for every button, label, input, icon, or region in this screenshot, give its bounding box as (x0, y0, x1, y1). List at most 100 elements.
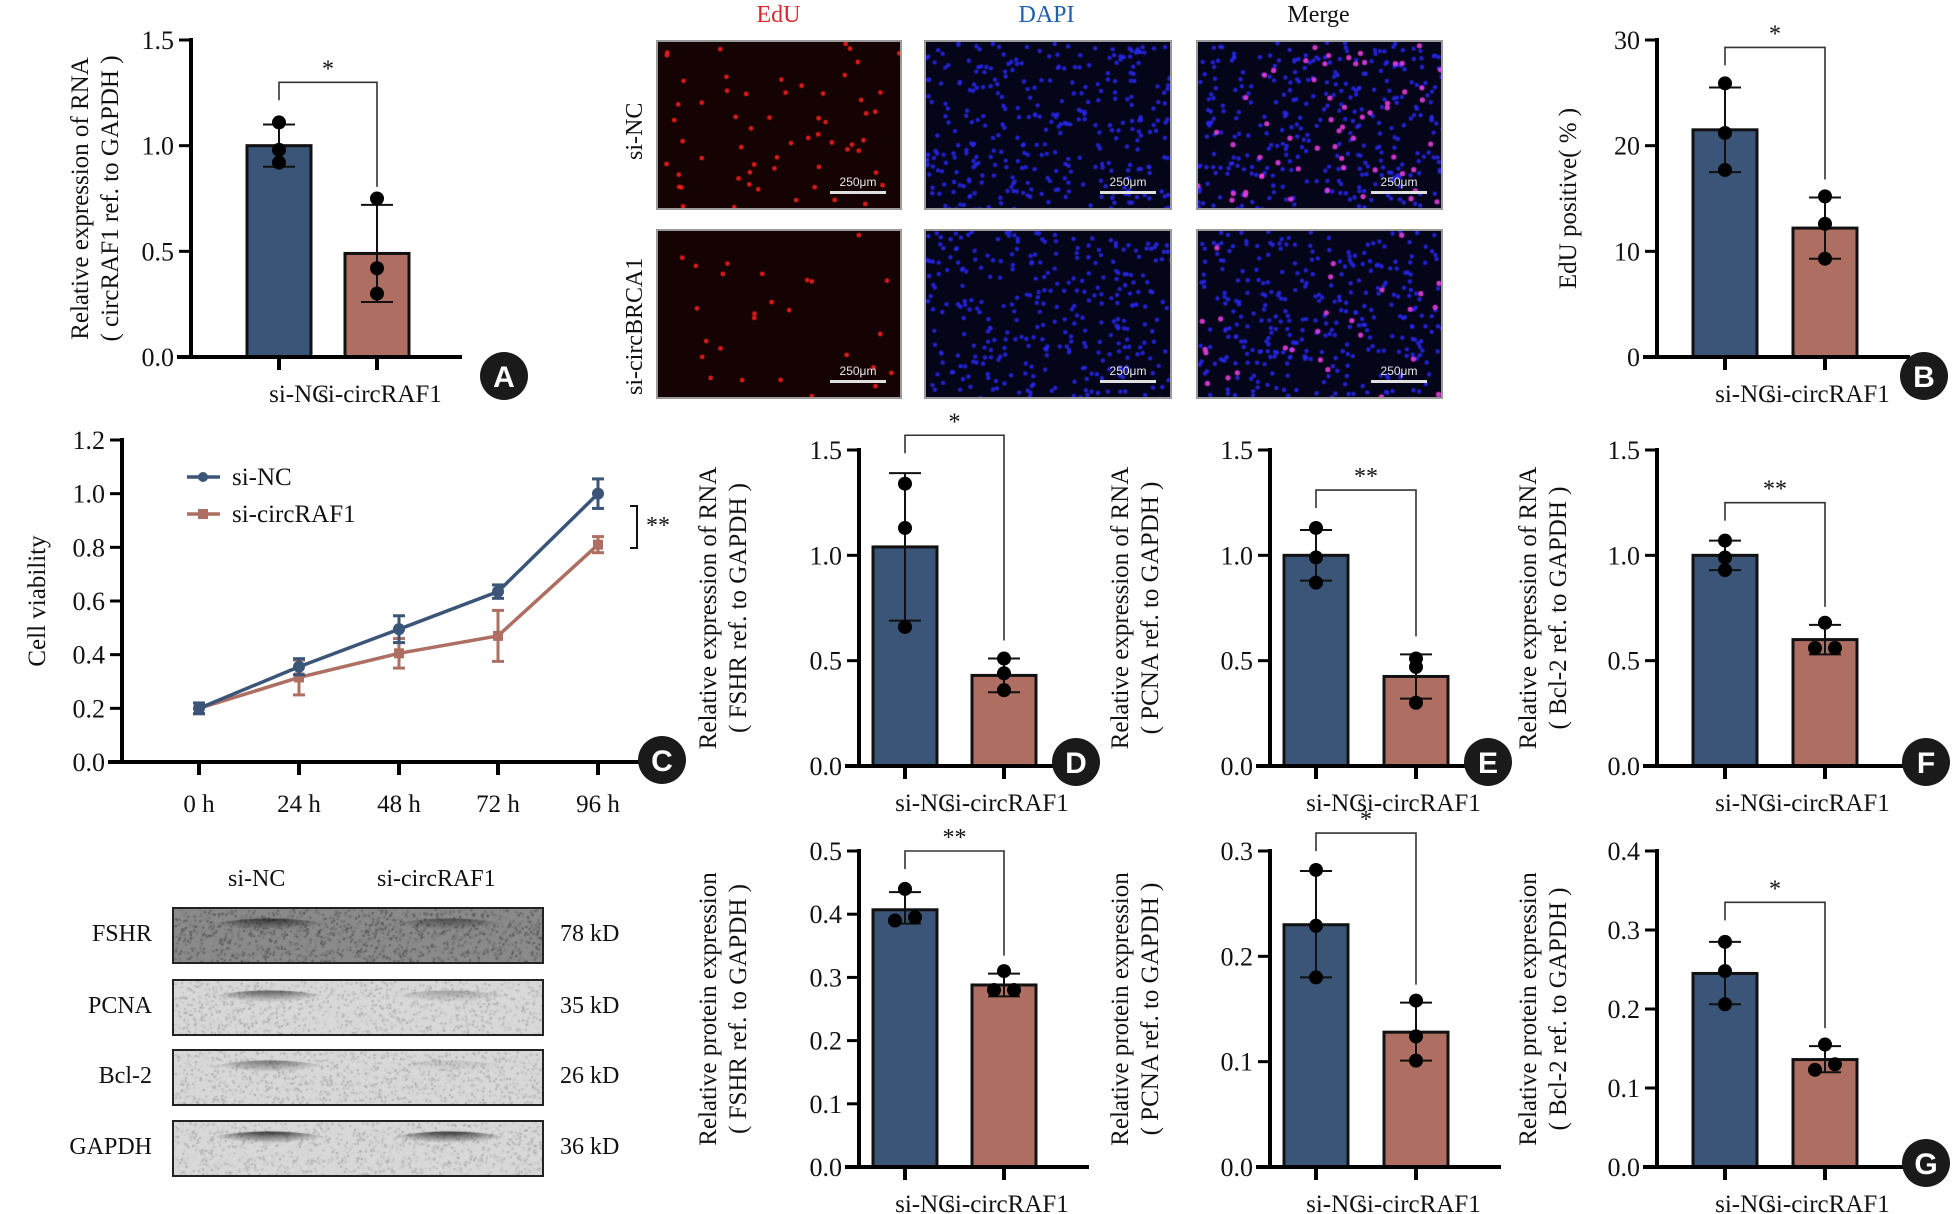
x-tick-label: si-NC (895, 1191, 955, 1214)
data-point (1818, 189, 1832, 204)
column-title-dapi: DAPI (1018, 2, 1075, 28)
y-tick-label: 0.1 (1608, 1074, 1641, 1103)
row-label-si-circbrca1: si-circBRCA1 (622, 257, 648, 395)
y-tick-label: 1.5 (1608, 436, 1641, 465)
panel-label-f: F (1902, 738, 1950, 786)
y-tick-label: 0.4 (810, 900, 843, 929)
micrograph-dapi-si-circbrca1: 250μm (924, 229, 1172, 399)
y-axis-label: ( FSHR ref. to GAPDH ) (725, 884, 752, 1134)
wb-lane-label-si-nc: si-NC (228, 866, 286, 892)
y-axis-label: Relative protein expression (1515, 872, 1542, 1146)
data-point (908, 910, 922, 925)
data-point (898, 619, 912, 634)
data-point (294, 672, 304, 683)
data-point (370, 261, 384, 276)
wb-size-label: 78 kD (560, 921, 620, 947)
wb-blot-pcna (172, 979, 544, 1036)
bar-si-circraf1 (1791, 1058, 1859, 1169)
y-tick-label: 0.5 (142, 237, 175, 266)
y-tick-label: 1.5 (1221, 436, 1254, 465)
panel-label-badge (480, 352, 528, 400)
data-point (1818, 1037, 1832, 1052)
data-point (293, 660, 305, 673)
data-point (1409, 1029, 1423, 1044)
y-tick-label: 1.0 (810, 541, 843, 570)
panel-label-text: E (1478, 747, 1498, 780)
y-axis-label: ( circRAF1 ref. to GAPDH ) (97, 55, 124, 341)
y-axis-label: ( Bcl-2 ref. to GAPDH ) (1545, 887, 1572, 1130)
panel-label-text: C (651, 745, 673, 778)
x-tick-label: si-circRAF1 (1766, 1191, 1890, 1214)
significance-label: * (1769, 21, 1781, 47)
data-point (1828, 641, 1842, 656)
legend: si-NC si-circRAF1 (187, 464, 356, 528)
panel-label-d: D (1052, 738, 1100, 786)
data-point (997, 964, 1011, 979)
y-axis-label: ( Bcl-2 ref. to GAPDH ) (1545, 486, 1572, 729)
bar-si-nc (245, 144, 313, 359)
micrograph-dapi-si-nc: 250μm (924, 40, 1172, 210)
legend-marker (198, 509, 208, 519)
scale-bar: 250μm (1100, 364, 1156, 383)
x-tick-label: si-circRAF1 (945, 790, 1069, 817)
data-point (370, 191, 384, 206)
panel-label-text: G (1914, 1148, 1937, 1181)
panel-label-b: B (1900, 352, 1948, 400)
micrograph-edu-si-nc: 250μm (656, 40, 902, 210)
x-tick-label: si-NC (269, 381, 329, 408)
y-axis-label: ( FSHR ref. to GAPDH ) (725, 483, 752, 733)
line-chart-c: 0.0 0.2 0.4 0.6 0.8 1.0 1.2 0 h 24 h 48 h 72 h 96 h… (24, 426, 670, 818)
data-point (1818, 216, 1832, 231)
y-tick-label: 20 (1614, 132, 1640, 161)
y-tick-label: 1.5 (810, 436, 843, 465)
significance-label: * (1360, 807, 1372, 833)
significance-bracket (1315, 832, 1417, 985)
x-tick-label: si-circRAF1 (318, 381, 442, 408)
y-axis-label: Relative expression of RNA (1107, 467, 1134, 750)
wb-size-label: 36 kD (560, 1134, 620, 1160)
x-tick-label: 48 h (377, 791, 421, 818)
panel-label-badge (638, 736, 686, 784)
data-point (1309, 862, 1323, 877)
row-label-si-nc: si-NC (622, 102, 648, 160)
legend-marker (198, 472, 208, 482)
y-tick-label: 0.3 (1221, 837, 1254, 866)
data-point (898, 881, 912, 896)
x-tick-label: 72 h (476, 791, 520, 818)
panel-label-text: B (1913, 361, 1935, 394)
significance-bracket (904, 434, 1005, 641)
data-point (1718, 125, 1732, 140)
data-point (493, 630, 503, 641)
panel-label-g: G (1902, 1139, 1950, 1187)
x-tick-label: si-circRAF1 (1357, 1191, 1481, 1214)
wb-size-label: 26 kD (560, 1063, 620, 1089)
x-tick-label: si-circRAF1 (1357, 790, 1481, 817)
y-tick-label: 30 (1614, 26, 1640, 55)
x-tick-label: si-circRAF1 (1766, 381, 1890, 408)
y-axis-label: Relative expression of RNA (695, 467, 722, 750)
data-point (272, 115, 286, 130)
y-tick-label: 0.2 (1608, 995, 1641, 1024)
data-point (888, 913, 902, 928)
significance-bracket (630, 505, 638, 549)
x-tick-label: si-circRAF1 (1766, 790, 1890, 817)
data-point (997, 651, 1011, 666)
y-tick-label: 0.0 (810, 1153, 843, 1182)
y-tick-label: 0.2 (810, 1027, 843, 1056)
data-point (1309, 575, 1323, 590)
significance-bracket (1724, 901, 1826, 1029)
y-axis-label: Cell viability (24, 535, 51, 667)
data-point (1718, 997, 1732, 1012)
data-point (1718, 550, 1732, 565)
y-tick-label: 0.5 (1608, 647, 1641, 676)
data-point (997, 666, 1011, 681)
wb-blot-gapdh (172, 1120, 544, 1177)
significance-label: * (1769, 876, 1781, 902)
significance-label: ** (1763, 477, 1787, 503)
data-point (1808, 1062, 1822, 1077)
data-point (1409, 695, 1423, 710)
x-tick-label: 24 h (277, 791, 321, 818)
y-tick-label: 0.5 (810, 837, 843, 866)
